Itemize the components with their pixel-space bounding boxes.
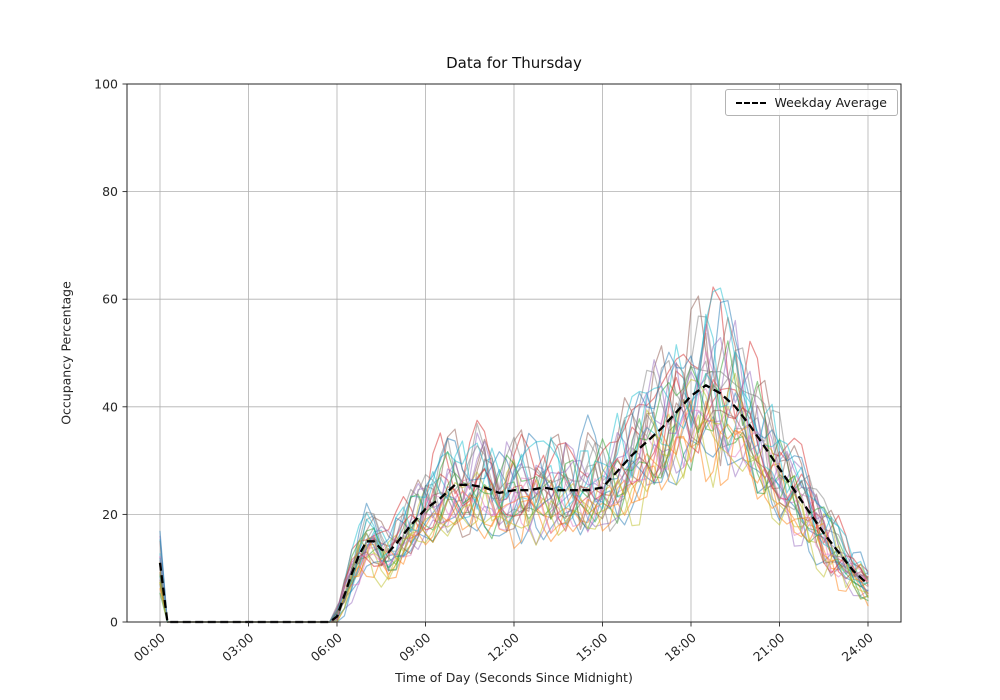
legend-label: Weekday Average [774,95,887,110]
grid-lines [127,83,901,623]
svg-text:100: 100 [94,77,118,92]
svg-text:20: 20 [102,507,118,522]
svg-text:06:00: 06:00 [308,630,345,665]
svg-text:40: 40 [102,399,118,414]
svg-text:12:00: 12:00 [485,630,522,665]
svg-text:60: 60 [102,292,118,307]
svg-text:15:00: 15:00 [573,630,610,665]
average-line [158,384,869,624]
svg-text:80: 80 [102,184,118,199]
legend: Weekday Average [725,89,898,116]
dashed-line-icon [736,101,767,104]
svg-text:09:00: 09:00 [396,630,433,665]
svg-text:21:00: 21:00 [750,630,787,665]
x-axis-label: Time of Day (Seconds Since Midnight) [395,670,633,685]
svg-text:24:00: 24:00 [839,630,876,665]
svg-text:18:00: 18:00 [662,630,699,665]
svg-text:0: 0 [110,615,118,630]
svg-text:00:00: 00:00 [131,630,168,665]
chart-title: Data for Thursday [446,54,582,72]
svg-text:03:00: 03:00 [219,630,256,665]
